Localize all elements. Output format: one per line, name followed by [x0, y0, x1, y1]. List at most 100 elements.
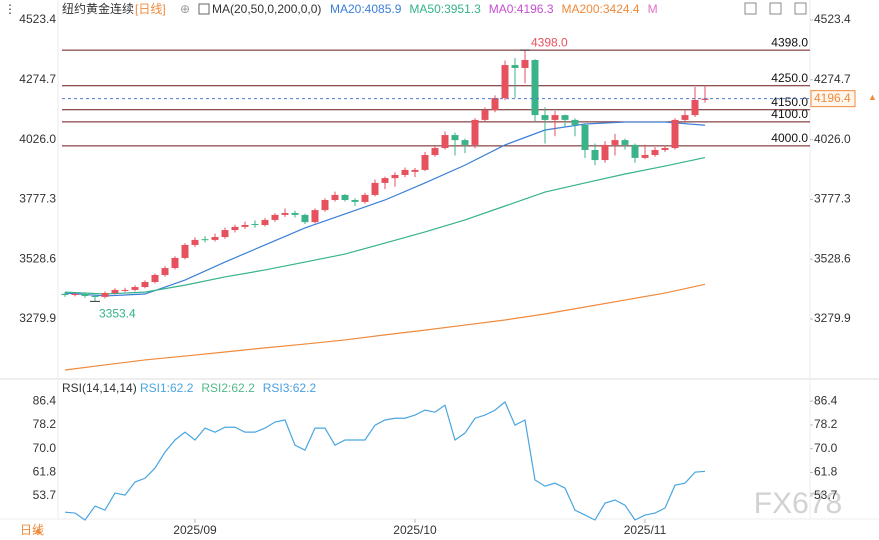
candle-body [591, 149, 599, 161]
candle-body [171, 257, 179, 269]
legend-entry: MA20:4085.9 [330, 2, 402, 16]
indicator-icon[interactable] [198, 3, 210, 15]
candle-body [511, 65, 519, 68]
y-tick-label-right: 61.8 [814, 465, 838, 479]
x-tick-label: 2025/10 [393, 523, 437, 537]
candle-body [251, 224, 259, 226]
level-label: 4100.0 [771, 107, 808, 121]
candle-body [561, 115, 569, 120]
y-tick-label: 53.7 [33, 488, 57, 502]
watermark: FX678 [754, 487, 842, 520]
y-tick-label: 3777.3 [19, 192, 56, 206]
candle-body [101, 293, 109, 297]
candle-body [231, 226, 239, 231]
candle-body [291, 212, 299, 215]
candle-body [61, 293, 69, 295]
candle-body [541, 115, 549, 120]
candle-body [161, 268, 169, 276]
level-label: 4398.0 [771, 35, 808, 49]
y-tick-label: 3528.6 [19, 251, 56, 265]
candle-body [551, 115, 559, 120]
candle-body [461, 140, 469, 145]
period[interactable]: [日线] [135, 2, 166, 16]
candle-body [181, 244, 189, 258]
candle-body [311, 210, 319, 223]
level-label: 4150.0 [771, 95, 808, 109]
legend-entry: RSI2:62.2 [201, 381, 255, 395]
footer-arrow[interactable]: ▲ [33, 526, 43, 537]
candle-body [611, 140, 619, 145]
candle-body [481, 110, 489, 120]
candle-body [571, 119, 579, 125]
candle-body [491, 98, 499, 111]
y-tick-label: 4274.7 [19, 72, 56, 86]
candle-body [281, 212, 289, 215]
ma-line [64, 157, 706, 295]
candle-body [221, 230, 229, 238]
candle-body [341, 194, 349, 200]
indicator: MA(20,50,0,200,0,0) [212, 2, 321, 16]
candle-body [451, 135, 459, 141]
candle-body [391, 174, 399, 179]
candle-body [471, 119, 479, 145]
chart-title: 纽约黄金连续 [62, 1, 134, 16]
candle-body [151, 275, 159, 282]
candle-body [131, 287, 139, 290]
candle-body [651, 149, 659, 156]
legend-entry: MA200:3424.4 [562, 2, 640, 16]
ma-line [64, 283, 706, 371]
candle-body [531, 60, 539, 116]
y-tick-label-right: 3528.6 [814, 251, 851, 265]
rsi-title: RSI(14,14,14) [62, 381, 137, 395]
level-label: 4250.0 [771, 71, 808, 85]
y-tick-label-right: 70.0 [814, 441, 838, 455]
candle-body [371, 182, 379, 195]
candle-body [201, 239, 209, 241]
settings-icon[interactable] [744, 2, 757, 15]
last-price-arrow: ▲ [868, 92, 877, 102]
candle-body [421, 155, 429, 170]
candle-body [661, 148, 669, 150]
footer-period[interactable]: 日线 [20, 523, 44, 537]
y-tick-label-right: 78.2 [814, 417, 838, 431]
rsi-line [64, 401, 706, 521]
y-tick-label-right: 4523.4 [814, 12, 851, 26]
candle-body [211, 237, 219, 240]
candle-body [441, 135, 449, 149]
candle-body [411, 169, 419, 172]
y-tick-label: 4026.0 [19, 132, 56, 146]
x-tick-label: 2025/09 [173, 523, 217, 537]
expand-icon[interactable] [769, 2, 782, 15]
legend-entry: RSI3:62.2 [263, 381, 317, 395]
legend-entry: MA50:3951.3 [409, 2, 481, 16]
candle-body [91, 295, 99, 297]
candle-body [111, 289, 119, 294]
y-tick-label-right: 4026.0 [814, 132, 851, 146]
candle-body [141, 281, 149, 288]
candle-body [191, 239, 199, 245]
candle-body [241, 225, 249, 227]
y-tick-label: 4523.4 [19, 12, 56, 26]
level-label: 4000.0 [771, 131, 808, 145]
candle-body [581, 124, 589, 150]
max-label: 4398.0 [531, 35, 568, 49]
candle-body [361, 194, 369, 202]
candle-body [631, 144, 639, 158]
candle-body [431, 148, 439, 156]
close-icon[interactable] [794, 2, 807, 15]
candle-body [331, 194, 339, 200]
y-tick-label: 86.4 [33, 393, 57, 407]
candle-body [271, 214, 279, 220]
candle-body [261, 219, 269, 226]
candle-body [701, 98, 709, 100]
add-icon[interactable]: ⊕ [180, 2, 190, 16]
candle-body [401, 169, 409, 175]
menu-dots[interactable]: ⋮ [4, 2, 16, 16]
candle-body [321, 199, 329, 211]
candle-body [601, 144, 609, 161]
candle-body [301, 214, 309, 223]
y-tick-label-right: 86.4 [814, 393, 838, 407]
